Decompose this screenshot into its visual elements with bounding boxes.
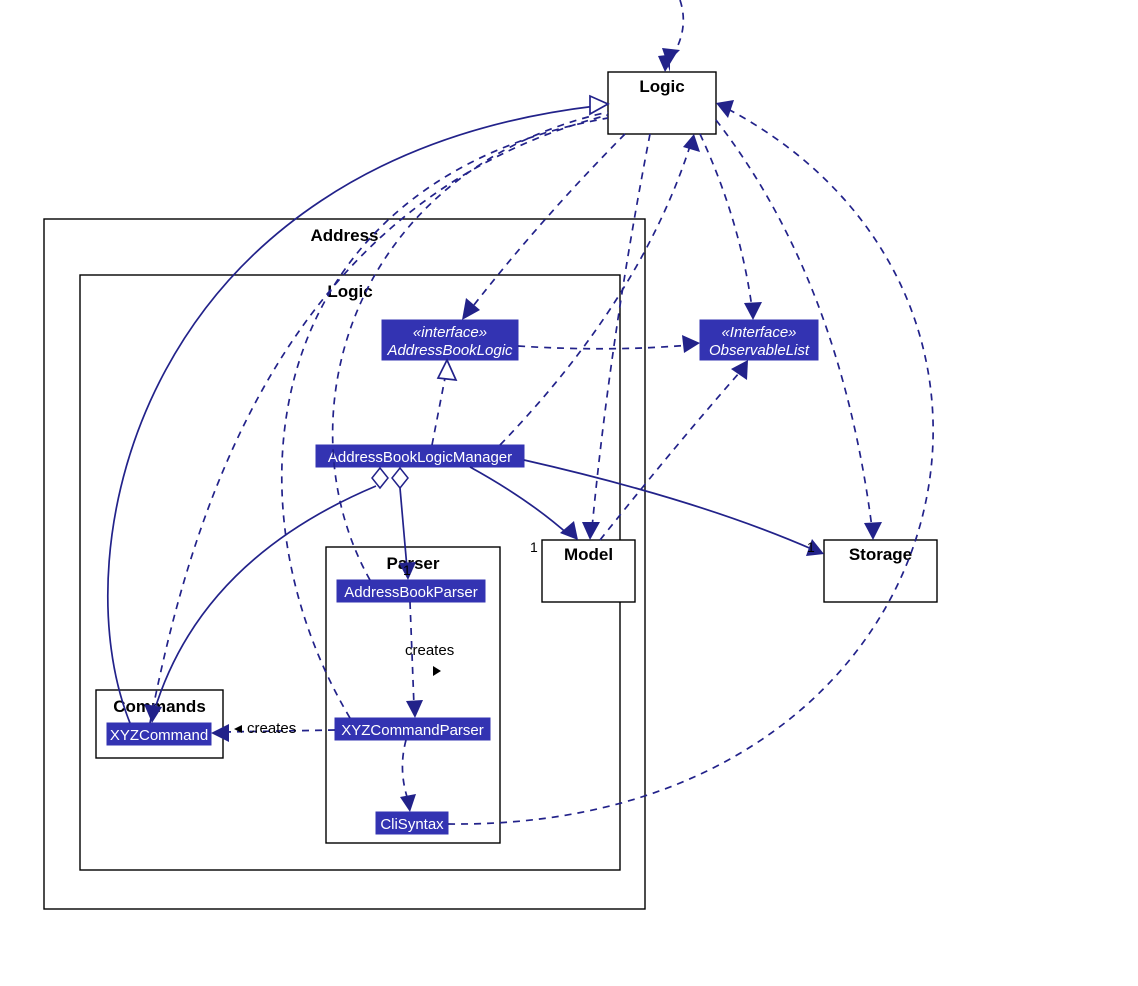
svg-text:«Interface»: «Interface» bbox=[721, 324, 796, 341]
uml-diagram: Address Logic Parser Commands Logic Mode… bbox=[0, 0, 1138, 986]
node-clisyntax: CliSyntax bbox=[376, 812, 448, 834]
svg-text:XYZCommandParser: XYZCommandParser bbox=[341, 722, 484, 739]
svg-text:XYZCommand: XYZCommand bbox=[110, 727, 208, 744]
node-xyzcommand: XYZCommand bbox=[107, 723, 211, 745]
label-creates-2: creates bbox=[247, 720, 296, 737]
mult-model: 1 bbox=[530, 539, 538, 555]
edge-entry-to-logic bbox=[658, 0, 683, 72]
svg-text:Model: Model bbox=[564, 545, 613, 564]
edge-command-to-logic bbox=[108, 96, 608, 723]
node-addressbooklogic: «interface»AddressBookLogic bbox=[382, 320, 518, 360]
edge-logic-to-observablelist bbox=[700, 134, 762, 320]
svg-text:ObservableList: ObservableList bbox=[709, 342, 810, 359]
dir-marker-1 bbox=[433, 666, 441, 676]
svg-text:AddressBookLogic: AddressBookLogic bbox=[386, 342, 513, 359]
box-logic-top: Logic bbox=[608, 72, 716, 134]
mult-parser: 1 bbox=[403, 562, 411, 578]
svg-text:Address: Address bbox=[310, 226, 378, 245]
svg-text:«interface»: «interface» bbox=[413, 324, 487, 341]
edge-commandparser-to-logic bbox=[282, 118, 608, 718]
box-storage: Storage bbox=[824, 540, 937, 602]
svg-text:Logic: Logic bbox=[639, 77, 684, 96]
edge-model-to-observablelist bbox=[600, 360, 748, 540]
edge-logicmanager-to-model bbox=[470, 467, 578, 540]
svg-text:AddressBookLogicManager: AddressBookLogicManager bbox=[328, 449, 512, 466]
edge-commandparser-to-clisyntax bbox=[400, 740, 416, 812]
package-logic: Logic bbox=[80, 275, 620, 870]
edge-command-to-model bbox=[150, 115, 608, 723]
node-observablelist: «Interface»ObservableList bbox=[700, 320, 818, 360]
svg-text:Storage: Storage bbox=[849, 545, 912, 564]
node-xyzcommandparser: XYZCommandParser bbox=[335, 718, 490, 740]
edge-addressbooklogic-to-observablelist bbox=[518, 335, 700, 353]
mult-storage: 1 bbox=[807, 539, 815, 555]
node-logicmanager: AddressBookLogicManager bbox=[316, 445, 524, 467]
box-model: Model bbox=[542, 540, 635, 602]
edge-logicmanager-realizes-addressbooklogic bbox=[432, 360, 456, 445]
edge-logic-to-model bbox=[582, 134, 650, 540]
edge-logicmanager-to-logic bbox=[500, 134, 700, 445]
label-creates-1: creates bbox=[405, 642, 454, 659]
svg-text:AddressBookParser: AddressBookParser bbox=[344, 584, 477, 601]
edge-parser-creates-commandparser bbox=[406, 602, 423, 718]
svg-text:CliSyntax: CliSyntax bbox=[380, 816, 444, 833]
node-addressbookparser: AddressBookParser bbox=[337, 580, 485, 602]
